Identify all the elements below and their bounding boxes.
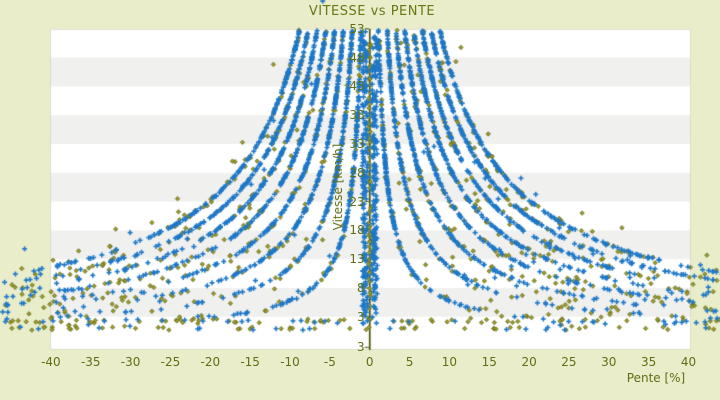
x-tick-labels: -40 -35 -30 -25 -20 -15 -10 -5 0 5 10 15 20 25 30 35 40 xyxy=(0,355,720,371)
chart-title: VITESSE vs PENTE xyxy=(308,4,436,19)
x-tick-label: -25 xyxy=(160,355,181,369)
x-tick-label: -20 xyxy=(200,355,221,369)
x-axis-title: Pente [%] xyxy=(626,371,686,385)
x-tick-label: -5 xyxy=(323,355,336,369)
x-tick-label: 0 xyxy=(365,355,374,369)
x-tick-label: -10 xyxy=(280,355,300,369)
x-tick-label: -15 xyxy=(240,355,260,369)
x-tick-label: -30 xyxy=(120,355,141,369)
x-tick-label: -40 xyxy=(41,355,61,369)
x-tick-label: 10 xyxy=(441,355,458,369)
x-tick-label: 30 xyxy=(601,355,617,369)
y-axis-title: Vitesse [km/h] xyxy=(331,143,345,231)
x-tick-label: 5 xyxy=(405,355,414,369)
x-tick-label: 20 xyxy=(521,355,537,369)
x-tick-label: 15 xyxy=(481,355,497,369)
x-tick-label: 35 xyxy=(641,355,657,369)
x-tick-label: 40 xyxy=(680,355,697,369)
x-tick-label: 25 xyxy=(561,355,577,369)
x-tick-label: -35 xyxy=(80,355,101,369)
